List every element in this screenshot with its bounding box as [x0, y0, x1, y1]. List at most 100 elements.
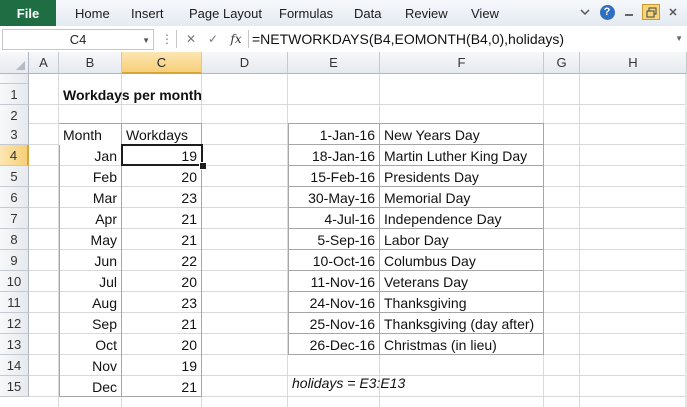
sheet-title[interactable]: Workdays per month	[63, 86, 202, 103]
row-header[interactable]: 10	[0, 271, 29, 292]
month-cell[interactable]: Oct	[95, 336, 117, 353]
month-cell[interactable]: Jan	[94, 147, 117, 164]
workdays-cell[interactable]: 20	[181, 273, 197, 290]
column-header-h[interactable]: H	[580, 52, 687, 74]
column-header-d[interactable]: D	[202, 52, 288, 74]
row-header[interactable]: 13	[0, 334, 29, 355]
row-header[interactable]: 9	[0, 250, 29, 271]
workdays-cell[interactable]: 21	[181, 231, 197, 248]
header-month[interactable]: Month	[59, 124, 121, 145]
column-header-f[interactable]: F	[380, 52, 544, 74]
month-cell[interactable]: Dec	[92, 378, 117, 395]
holiday-date-cell[interactable]: 25-Nov-16	[309, 315, 375, 332]
enter-icon[interactable]: ✓	[207, 32, 219, 46]
month-cell[interactable]: Mar	[92, 189, 117, 206]
month-cell[interactable]: Feb	[92, 168, 117, 185]
column-header-g[interactable]: G	[544, 52, 580, 74]
holiday-date-cell[interactable]: 5-Sep-16	[317, 231, 375, 248]
select-all-button[interactable]	[0, 52, 29, 74]
tab-view[interactable]: View	[471, 5, 499, 21]
holiday-date-cell[interactable]: 15-Feb-16	[310, 168, 375, 185]
fill-handle[interactable]	[199, 162, 207, 170]
workdays-cell[interactable]: 19	[181, 147, 197, 164]
holiday-name-cell[interactable]: Christmas (in lieu)	[384, 336, 497, 353]
holiday-date-cell[interactable]: 11-Nov-16	[310, 273, 375, 290]
row-header[interactable]: 11	[0, 292, 29, 313]
workdays-cell[interactable]: 21	[181, 210, 197, 227]
row-header[interactable]: 5	[0, 166, 29, 187]
row-header[interactable]: 7	[0, 208, 29, 229]
vertical-scrollbar-edge[interactable]	[685, 74, 687, 407]
workdays-cell[interactable]: 23	[181, 294, 197, 311]
tab-review[interactable]: Review	[405, 5, 448, 21]
row-header[interactable]: 6	[0, 187, 29, 208]
tab-insert[interactable]: Insert	[131, 5, 164, 21]
holiday-date-cell[interactable]: 18-Jan-16	[311, 147, 375, 164]
holiday-name-cell[interactable]: Thanksgiving	[384, 294, 467, 311]
table-divider	[288, 228, 544, 229]
column-header-e[interactable]: E	[288, 52, 380, 74]
help-icon[interactable]: ?	[598, 4, 616, 20]
month-cell[interactable]: Aug	[92, 294, 117, 311]
month-cell[interactable]: Sep	[92, 315, 117, 332]
close-icon[interactable]	[666, 4, 680, 20]
column-header-b[interactable]: B	[59, 52, 122, 74]
month-cell[interactable]: Jun	[94, 252, 117, 269]
column-header-a[interactable]: A	[29, 52, 59, 74]
grid-line	[29, 396, 687, 397]
minimize-icon[interactable]	[622, 4, 636, 20]
month-cell[interactable]: Jul	[99, 273, 117, 290]
workdays-cell[interactable]: 20	[181, 336, 197, 353]
holiday-date-cell[interactable]: 1-Jan-16	[319, 126, 375, 143]
month-cell[interactable]: May	[90, 231, 117, 248]
row-header[interactable]: 1	[0, 84, 29, 105]
workdays-cell[interactable]: 21	[181, 315, 197, 332]
named-range-note[interactable]: holidays = E3:E13	[292, 375, 406, 391]
holiday-name-cell[interactable]: Independence Day	[384, 210, 502, 227]
tab-home[interactable]: Home	[75, 5, 110, 21]
insert-function-icon[interactable]: fx	[230, 32, 242, 46]
row-header[interactable]: 8	[0, 229, 29, 250]
holiday-name-cell[interactable]: Thanksgiving (day after)	[384, 315, 535, 332]
workdays-cell[interactable]: 22	[181, 252, 197, 269]
row-header[interactable]: 12	[0, 313, 29, 334]
workdays-cell[interactable]: 23	[181, 189, 197, 206]
holiday-name-cell[interactable]: New Years Day	[384, 126, 480, 143]
row-header[interactable]: 14	[0, 355, 29, 376]
cancel-icon[interactable]: ✕	[185, 32, 197, 46]
file-tab[interactable]: File	[0, 0, 56, 26]
holiday-date-cell[interactable]: 4-Jul-16	[324, 210, 375, 227]
holiday-date-cell[interactable]: 24-Nov-16	[309, 294, 375, 311]
holiday-name-cell[interactable]: Martin Luther King Day	[384, 147, 528, 164]
holiday-name-cell[interactable]: Veterans Day	[384, 273, 469, 290]
chevron-down-icon[interactable]: ▼	[142, 36, 150, 45]
row-header[interactable]: 4	[0, 145, 29, 166]
formula-input[interactable]: =NETWORKDAYS(B4,EOMONTH(B4,0),holidays)	[252, 31, 565, 47]
month-cell[interactable]: Apr	[95, 210, 117, 227]
ribbon-minimize-icon[interactable]	[578, 4, 592, 20]
holiday-name-cell[interactable]: Presidents Day	[384, 168, 479, 185]
holiday-date-cell[interactable]: 30-May-16	[308, 189, 375, 206]
month-cell[interactable]: Nov	[92, 357, 117, 374]
tab-formulas[interactable]: Formulas	[279, 5, 334, 21]
row-header[interactable]: 2	[0, 105, 29, 126]
tab-page-layout[interactable]: Page Layout	[189, 5, 263, 21]
holiday-date-cell[interactable]: 26-Dec-16	[309, 336, 375, 353]
holiday-name-cell[interactable]: Memorial Day	[384, 189, 471, 206]
holiday-name-cell[interactable]: Labor Day	[384, 231, 449, 248]
drag-handle-icon[interactable]: ⋮	[161, 32, 173, 46]
active-cell-c4[interactable]	[121, 144, 203, 166]
holiday-name-cell[interactable]: Columbus Day	[384, 252, 476, 269]
tab-data[interactable]: Data	[354, 5, 382, 21]
workdays-cell[interactable]: 19	[181, 357, 197, 374]
workdays-cell[interactable]: 20	[181, 168, 197, 185]
workdays-cell[interactable]: 21	[181, 378, 197, 395]
name-box[interactable]: C4 ▼	[2, 29, 154, 50]
holiday-date-cell[interactable]: 10-Oct-16	[312, 252, 375, 269]
column-header-c[interactable]: C	[122, 52, 202, 74]
row-header[interactable]: 15	[0, 376, 29, 397]
restore-icon[interactable]	[642, 4, 660, 20]
row-header[interactable]: 3	[0, 124, 29, 145]
expand-formula-icon[interactable]: ▼	[675, 34, 683, 43]
header-workdays[interactable]: Workdays	[126, 126, 188, 143]
